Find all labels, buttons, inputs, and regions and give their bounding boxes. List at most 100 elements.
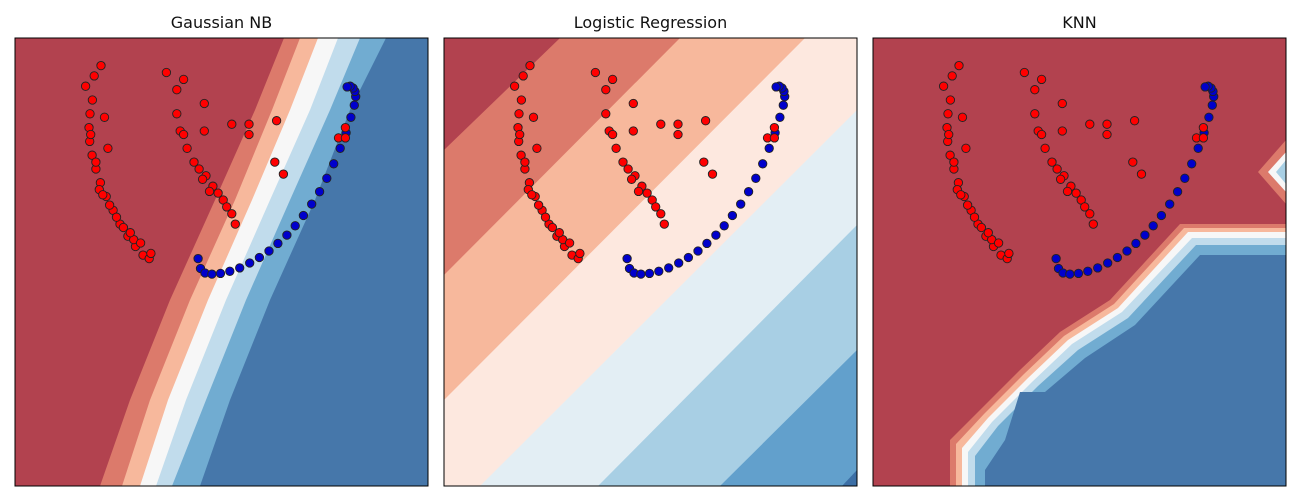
data-point-blue: [778, 100, 788, 110]
data-point-red: [962, 200, 973, 210]
data-point-red: [575, 248, 585, 259]
data-point-red: [515, 129, 525, 140]
data-point-red: [525, 60, 535, 71]
data-point-red: [227, 209, 237, 219]
data-point-blue: [245, 258, 255, 268]
data-point-red: [628, 98, 638, 109]
data-point-red: [1085, 209, 1095, 219]
data-point-red: [340, 133, 351, 143]
data-point-red: [938, 81, 949, 91]
data-point-red: [626, 174, 637, 184]
data-point-red: [1036, 74, 1047, 85]
data-point-red: [1080, 202, 1090, 212]
data-point-blue: [1165, 199, 1175, 209]
scatter-points-gaussian-nb: [80, 60, 361, 279]
data-point-red: [230, 219, 240, 229]
data-point-red: [659, 219, 669, 229]
data-point-red: [1040, 143, 1050, 153]
data-point-red: [540, 212, 551, 222]
data-point-red: [340, 122, 351, 133]
data-point-blue: [1180, 173, 1190, 183]
data-point-red: [1030, 85, 1040, 95]
data-point-red: [628, 126, 638, 136]
data-point-red: [178, 74, 189, 85]
panel-gaussian-nb: Gaussian NB: [14, 13, 429, 487]
data-point-blue: [335, 143, 345, 153]
data-point-red: [182, 143, 192, 153]
data-point-blue: [1187, 159, 1197, 169]
decision-regions-logistic-regression: [444, 38, 857, 486]
data-point-red: [1088, 219, 1098, 229]
data-point-red: [1129, 116, 1140, 126]
data-point-blue: [1051, 253, 1061, 264]
data-point-red: [85, 109, 95, 119]
data-point-blue: [674, 258, 684, 268]
data-point-blue: [1083, 266, 1093, 276]
data-point-blue: [719, 221, 729, 231]
data-point-blue: [225, 266, 235, 276]
data-point-blue: [758, 159, 768, 169]
data-point-blue: [215, 268, 226, 279]
data-point-red: [111, 212, 122, 222]
data-point-red: [213, 188, 223, 198]
axes-frame: [443, 37, 858, 487]
data-point-blue: [1122, 246, 1132, 256]
data-point-red: [769, 133, 780, 143]
data-point-red: [1019, 67, 1030, 78]
scatter-points-logistic-regression: [509, 60, 790, 279]
data-point-red: [520, 157, 530, 167]
data-point-red: [516, 95, 527, 105]
data-point-red: [633, 186, 644, 197]
data-point-red: [514, 109, 524, 119]
data-point-red: [172, 109, 182, 119]
data-point-blue: [329, 159, 339, 169]
data-point-blue: [711, 230, 721, 240]
axes-frame: [14, 37, 429, 487]
data-point-blue: [1140, 230, 1150, 240]
data-point-red: [944, 129, 954, 140]
data-point-red: [564, 238, 575, 248]
data-point-blue: [193, 253, 203, 264]
data-point-red: [518, 71, 528, 81]
data-point-blue: [307, 199, 317, 209]
data-point-blue: [282, 230, 292, 240]
data-point-red: [949, 157, 959, 167]
data-point-blue: [1207, 100, 1217, 110]
axes-frame: [872, 37, 1287, 487]
panel-knn: KNN: [872, 13, 1287, 487]
data-point-red: [87, 150, 97, 160]
region: [985, 255, 1286, 486]
data-point-red: [956, 190, 966, 200]
data-point-blue: [322, 173, 332, 183]
data-point-red: [189, 157, 199, 167]
panel-title-logistic-regression: Logistic Regression: [574, 13, 727, 32]
data-point-blue: [207, 269, 217, 279]
data-point-red: [104, 200, 115, 210]
data-point-blue: [654, 266, 664, 276]
data-point-red: [86, 129, 96, 140]
data-point-red: [976, 222, 987, 233]
data-point-blue: [751, 173, 761, 183]
region: [200, 38, 428, 486]
data-point-red: [1047, 157, 1057, 167]
data-point-red: [89, 71, 99, 81]
data-point-blue: [349, 100, 359, 110]
data-point-blue: [1172, 187, 1183, 197]
data-point-blue: [1131, 238, 1141, 249]
data-point-blue: [702, 238, 712, 249]
data-point-blue: [254, 252, 265, 263]
data-point-blue: [644, 268, 655, 279]
data-point-blue: [1093, 263, 1103, 273]
data-point-red: [1062, 186, 1073, 197]
data-point-red: [244, 119, 254, 129]
data-point-blue: [1156, 210, 1167, 221]
data-point-red: [199, 98, 209, 109]
data-point-red: [103, 143, 113, 153]
data-point-red: [528, 112, 539, 122]
data-point-blue: [298, 210, 309, 221]
data-point-red: [947, 71, 957, 81]
data-point-red: [1102, 129, 1112, 140]
data-point-red: [161, 67, 172, 78]
data-point-red: [1128, 157, 1138, 167]
data-point-red: [607, 129, 618, 140]
